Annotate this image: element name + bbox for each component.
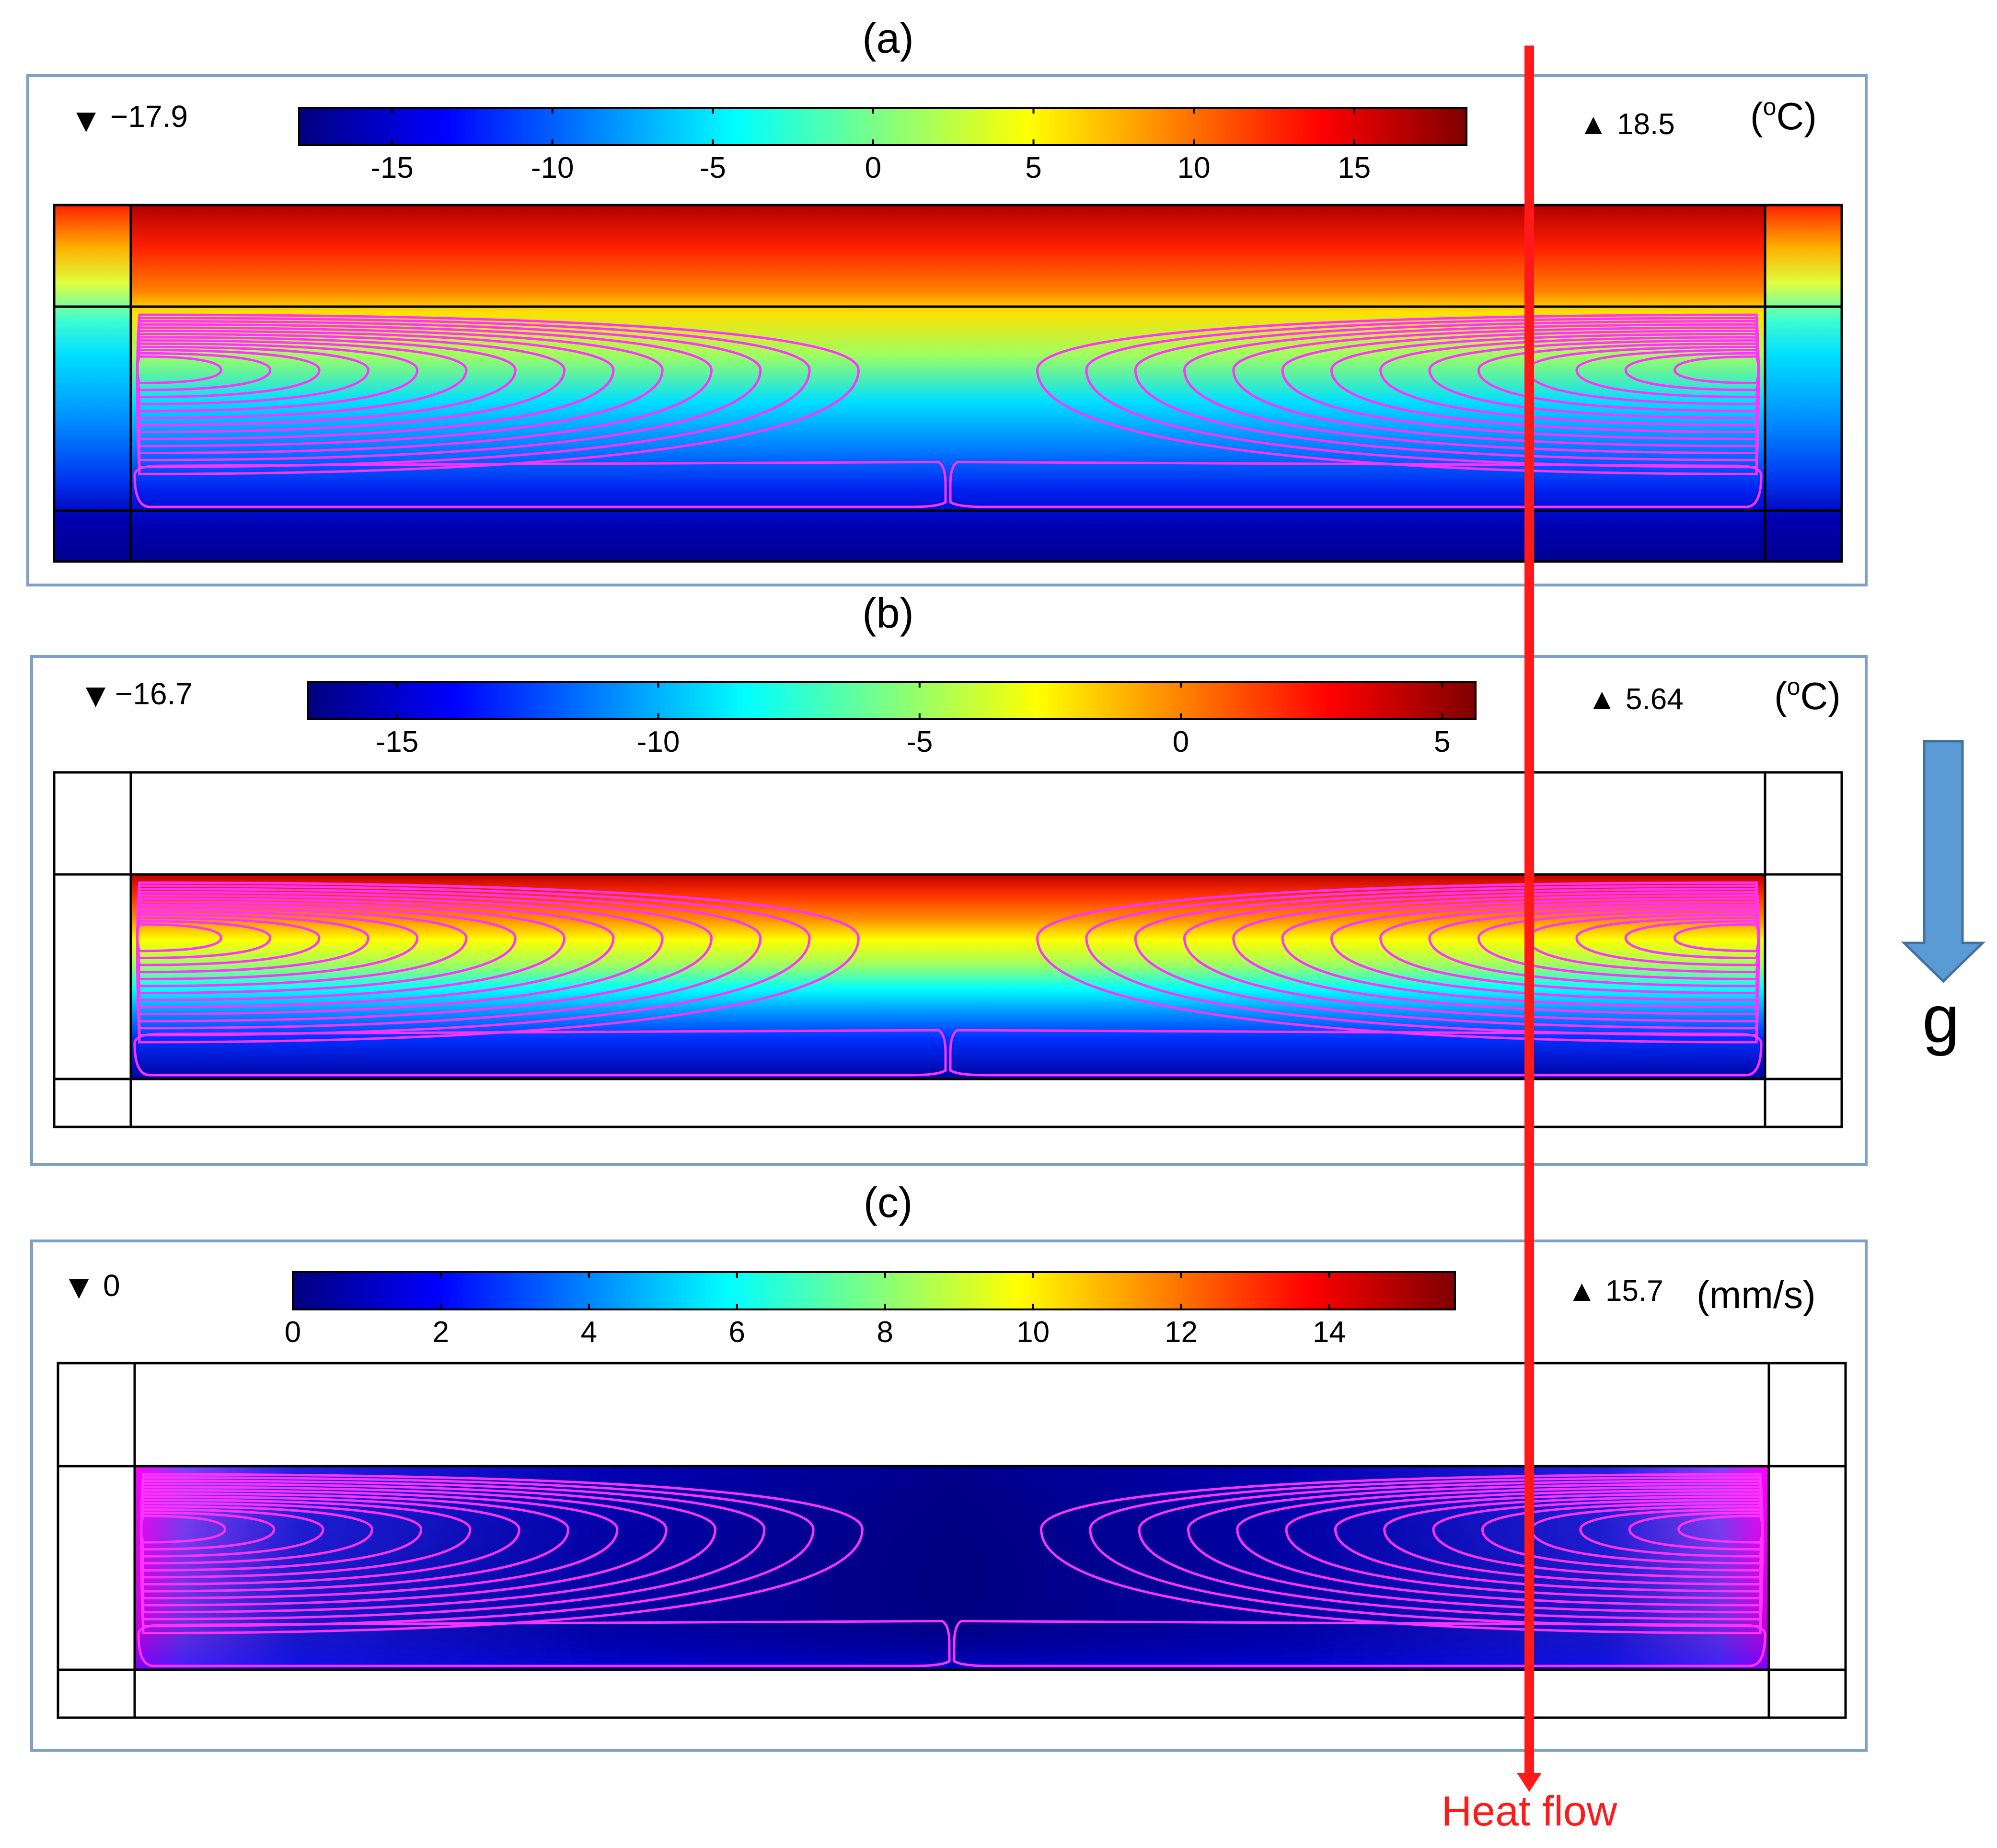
colorbar-tick-label: 5 [1025, 151, 1041, 184]
colorbar-tick-label: 15 [1338, 151, 1371, 184]
colorbar-tick-label: 2 [433, 1316, 449, 1349]
domain-a [53, 204, 1843, 563]
colorbar-tick-label: -5 [906, 725, 933, 758]
streamlines-b [133, 881, 1763, 1077]
streamlines-a [133, 313, 1763, 508]
streamline [136, 881, 860, 1044]
panel-b: (b) ▼ −16.7 -15 -10 -5 0 5 ▲ 5.64 (oC) [30, 589, 1868, 1166]
streamline [953, 1619, 1766, 1667]
min-value-b: −16.7 [115, 677, 193, 711]
min-marker-icon: ▼ [69, 102, 103, 139]
colorbar-tick-label: 14 [1313, 1316, 1346, 1349]
max-value-b: 5.64 [1626, 683, 1684, 716]
gravity-arrow-icon [1901, 740, 1986, 983]
streamline [133, 460, 947, 508]
panel-label-b: (b) [862, 589, 914, 637]
colorbar-tick-label: 10 [1016, 1316, 1050, 1349]
streamline [1040, 1473, 1764, 1635]
heat-flow-arrow-icon [1517, 46, 1542, 1792]
max-marker-icon: ▲ [1579, 108, 1608, 141]
min-marker-icon: ▼ [79, 677, 112, 714]
colorbar-ticks-b: -15 -10 -5 0 5 [376, 682, 1450, 758]
panel-a: (a) ▼ −17.9 -15 -10 -5 0 5 10 15 ▲ 18.5 (oC) [26, 14, 1868, 586]
colorbar-b [307, 681, 1477, 720]
unit-label-b: (oC) [1774, 673, 1841, 717]
domain-b [53, 771, 1843, 1128]
min-value-c: 0 [103, 1268, 120, 1303]
panel-label-a: (a) [862, 14, 914, 62]
colorbar-tick-label: 0 [865, 151, 881, 184]
streamline [136, 313, 860, 475]
colorbar-tick-label: -15 [370, 151, 414, 184]
streamline [1036, 881, 1760, 1044]
colorbar-ticks-a: -15 -10 -5 0 5 10 15 [370, 108, 1371, 184]
max-marker-icon: ▲ [1567, 1274, 1596, 1308]
colorbar-tick-label: 8 [877, 1316, 893, 1349]
streamline [1036, 313, 1760, 475]
heat-flow-label: Heat flow [1442, 1787, 1617, 1835]
max-marker-icon: ▲ [1587, 683, 1616, 716]
colorbar-tick-label: 6 [729, 1316, 745, 1349]
colorbar-tick-label: 0 [285, 1316, 301, 1349]
colorbar-tick-label: -10 [637, 725, 680, 758]
max-value-c: 15.7 [1605, 1274, 1663, 1308]
colorbar-tick-label: 10 [1177, 151, 1211, 184]
streamline [140, 1473, 864, 1635]
colorbar-tick-label: -5 [700, 151, 726, 184]
streamline [137, 1619, 951, 1667]
colorbar-tick-label: -15 [376, 725, 419, 758]
colorbar-a [298, 107, 1467, 146]
max-value-a: 18.5 [1617, 108, 1675, 141]
min-value-a: −17.9 [110, 99, 188, 134]
unit-label-c: (mm/s) [1697, 1274, 1816, 1316]
streamlines-c [137, 1473, 1766, 1667]
colorbar-tick-label: 4 [581, 1316, 597, 1349]
panel-c: (c) ▼ 0 0 2 4 6 8 10 12 14 ▲ 15.7 (mm/s) [30, 1179, 1868, 1752]
min-marker-icon: ▼ [62, 1268, 95, 1306]
panel-label-c: (c) [864, 1179, 913, 1226]
colorbar-c [292, 1271, 1456, 1310]
domain-c [57, 1362, 1847, 1719]
colorbar-ticks-c: 0 2 4 6 8 10 12 14 [285, 1272, 1346, 1349]
streamline [949, 460, 1763, 508]
colorbar-tick-label: 0 [1173, 725, 1189, 758]
colorbar-tick-label: -10 [531, 151, 574, 184]
streamline [949, 1029, 1763, 1077]
colorbar-tick-label: 12 [1165, 1316, 1198, 1349]
unit-label-a: (oC) [1750, 93, 1817, 138]
colorbar-tick-label: 5 [1434, 725, 1450, 758]
streamline [133, 1029, 947, 1077]
gravity-label: g [1922, 981, 1960, 1056]
